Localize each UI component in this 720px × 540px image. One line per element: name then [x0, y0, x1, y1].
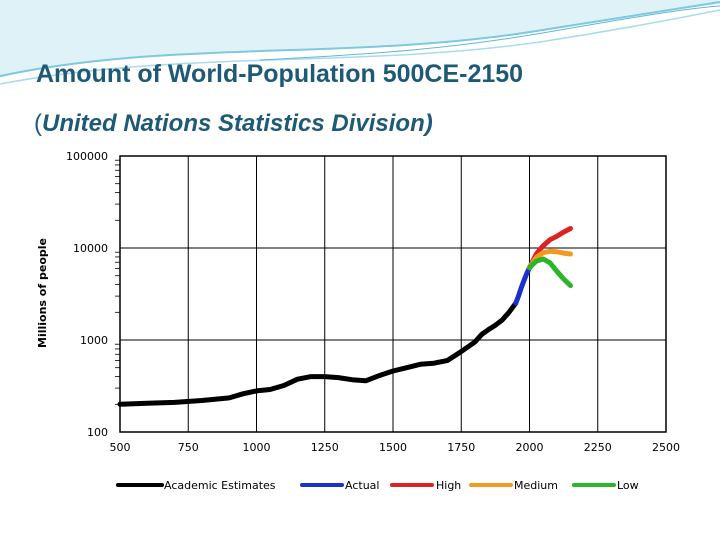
plot-background — [30, 145, 690, 505]
series-line-medium — [527, 248, 573, 271]
x-tick-label: 1750 — [447, 441, 475, 454]
y-tick-label: 100000 — [66, 150, 108, 163]
header-wave-decoration — [0, 0, 720, 85]
x-tick-label: 2250 — [584, 441, 612, 454]
legend-label-actual: Actual — [345, 479, 379, 492]
x-tick-label: 2000 — [516, 441, 544, 454]
axis-frame — [119, 155, 667, 433]
y-tick-label: 100 — [87, 426, 108, 439]
x-tick-label: 1250 — [311, 441, 339, 454]
legend-label-low: Low — [617, 479, 639, 492]
legend-label-academic-estimates: Academic Estimates — [164, 479, 276, 492]
subtitle-open-paren: ( — [34, 110, 42, 137]
header-wave-line-3 — [259, 5, 720, 61]
y-tick-label: 1000 — [80, 334, 108, 347]
x-tick-label: 1500 — [379, 441, 407, 454]
y-axis-label: Millions of people — [36, 238, 49, 348]
header-wave-line-2 — [0, 9, 720, 85]
subtitle-text: United Nations Statistics Division — [42, 110, 425, 137]
series-line-high — [527, 226, 573, 271]
series-lines — [117, 226, 573, 407]
header-wave-line-1 — [0, 1, 720, 77]
subtitle-close-paren: ) — [424, 110, 433, 137]
x-tick-label: 1000 — [243, 441, 271, 454]
x-tick-label: 2500 — [652, 441, 680, 454]
x-tick-label: 500 — [110, 441, 131, 454]
legend-label-medium: Medium — [514, 479, 558, 492]
series-line-low — [527, 256, 573, 289]
plot-frame — [119, 155, 667, 433]
slide-subtitle: (United Nations Statistics Division) — [34, 110, 433, 138]
x-tick-label: 750 — [178, 441, 199, 454]
y-tick-labels: 100 1000 10000 100000 — [66, 150, 108, 439]
series-line-academic-estimates — [117, 300, 519, 407]
header-wave-fill — [0, 0, 720, 78]
x-tick-labels: 500 750 1000 1250 1500 1750 2000 2250 2500 — [110, 441, 681, 454]
y-tick-label: 10000 — [73, 242, 108, 255]
legend-label-high: High — [436, 479, 461, 492]
legend: Academic Estimates Actual High Medium Low — [116, 479, 639, 492]
y-minor-ticks — [115, 159, 120, 405]
series-line-actual — [513, 265, 532, 306]
slide-title: Amount of World-Population 500CE-2150 — [36, 60, 524, 88]
